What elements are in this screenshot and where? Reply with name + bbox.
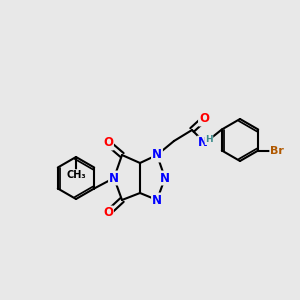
Text: N: N (198, 136, 208, 149)
Text: N: N (152, 148, 162, 161)
Text: O: O (103, 136, 113, 149)
Text: H: H (205, 136, 213, 145)
Text: N: N (160, 172, 170, 184)
Text: O: O (103, 206, 113, 220)
Text: CH₃: CH₃ (66, 170, 86, 180)
Text: O: O (199, 112, 209, 125)
Text: N: N (109, 172, 119, 184)
Text: N: N (152, 194, 162, 206)
Text: Br: Br (270, 146, 284, 155)
